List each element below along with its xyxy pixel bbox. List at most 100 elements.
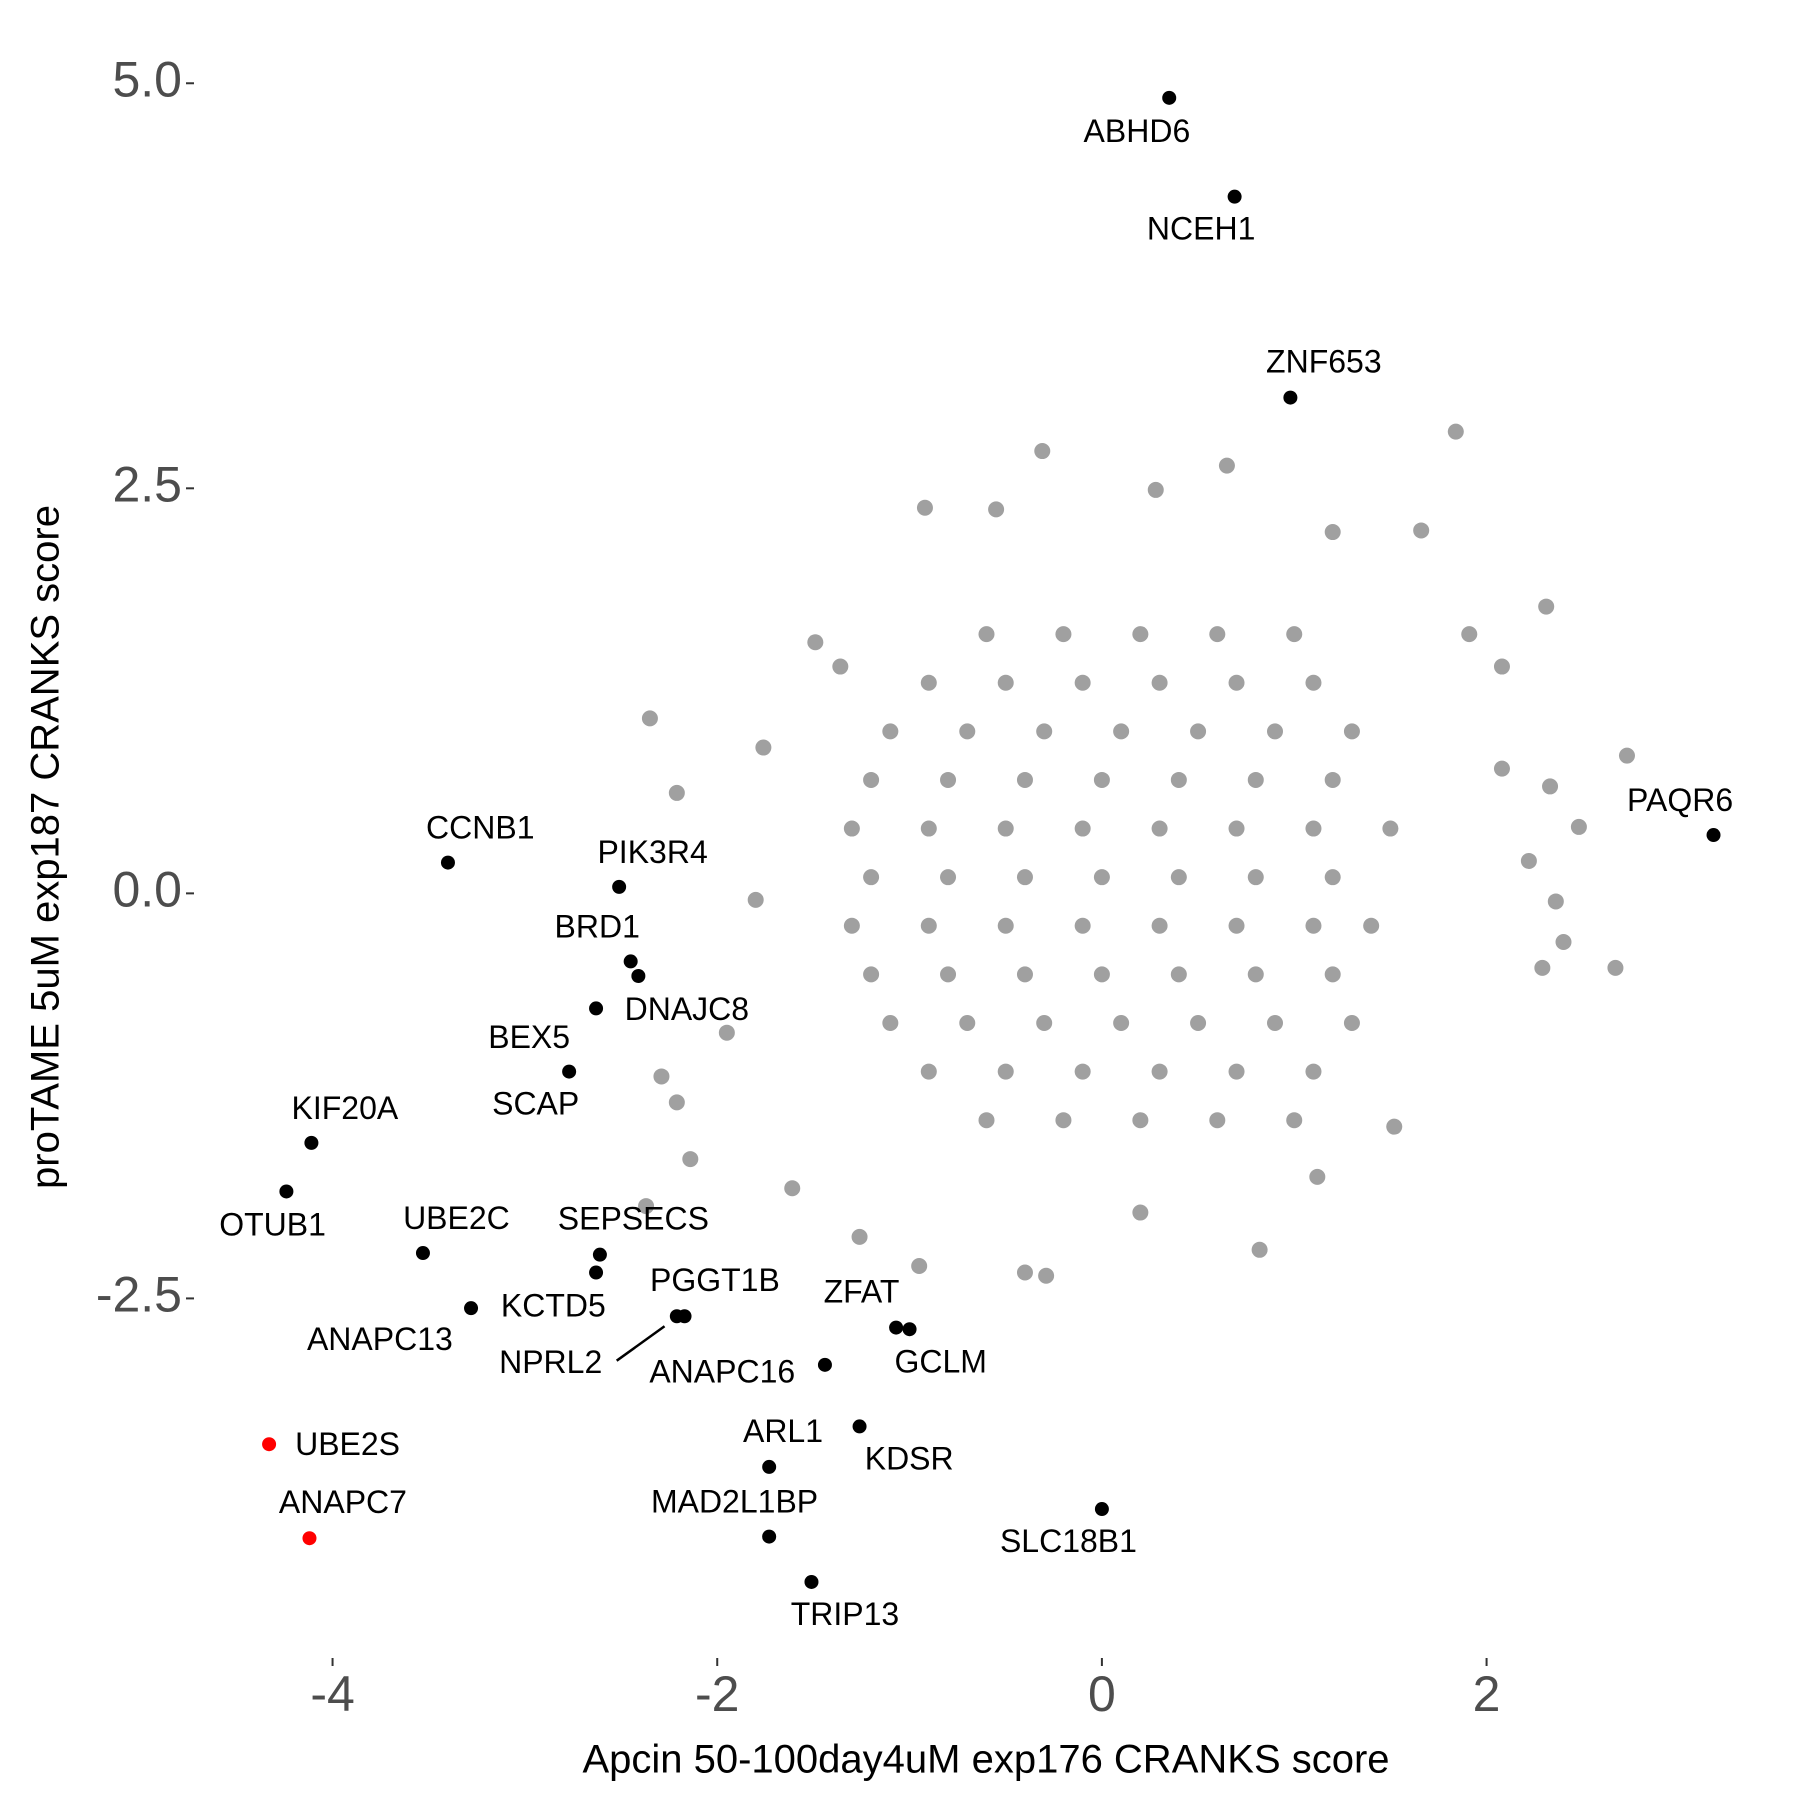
point: [718, 1024, 735, 1041]
point: [882, 723, 899, 740]
point: [997, 1063, 1014, 1080]
point: [682, 1151, 699, 1168]
point-label: SCAP: [492, 1086, 579, 1122]
labeled-point: [1283, 390, 1298, 405]
x-tick-label: -2: [695, 1666, 739, 1722]
point-label: TRIP13: [791, 1596, 899, 1632]
point: [1209, 626, 1226, 643]
point: [911, 1258, 928, 1275]
point-label: PGGT1B: [650, 1262, 780, 1298]
point: [1251, 1241, 1268, 1258]
y-tick-label: 2.5: [112, 457, 182, 513]
point: [1542, 778, 1559, 795]
point: [653, 1068, 670, 1085]
point-label: GCLM: [894, 1343, 986, 1379]
point-label: ANAPC7: [279, 1484, 407, 1520]
y-axis-title: proTAME 5uM exp187 CRANKS score: [24, 505, 68, 1189]
point: [1170, 966, 1187, 983]
point-label: NPRL2: [499, 1344, 602, 1380]
point: [1036, 1014, 1053, 1031]
point: [1209, 1112, 1226, 1129]
point: [1309, 1168, 1326, 1185]
point: [1016, 771, 1033, 788]
point: [1324, 966, 1341, 983]
point: [1618, 747, 1635, 764]
point: [1093, 771, 1110, 788]
point: [1343, 1014, 1360, 1031]
y-tick-label: -2.5: [96, 1267, 182, 1323]
point: [1324, 771, 1341, 788]
point-label: KDSR: [865, 1440, 954, 1476]
point: [638, 1198, 655, 1215]
point-label: PIK3R4: [597, 834, 707, 870]
point-label: BRD1: [555, 909, 640, 945]
point: [1055, 1112, 1072, 1129]
point: [1074, 917, 1091, 934]
labeled-point: [817, 1357, 832, 1372]
labeled-point: [464, 1301, 479, 1316]
point-label: ZNF653: [1266, 344, 1382, 380]
label-connector: [615, 1325, 666, 1362]
labeled-point: [1162, 90, 1177, 105]
point: [1151, 820, 1168, 837]
labeled-point: [1227, 189, 1242, 204]
point: [1324, 524, 1341, 541]
point: [997, 820, 1014, 837]
point: [1016, 1264, 1033, 1281]
point-label: ARL1: [743, 1413, 823, 1449]
point: [1267, 723, 1284, 740]
point: [882, 1014, 899, 1031]
point: [1520, 852, 1537, 869]
labeled-point: [415, 1246, 430, 1261]
point: [832, 658, 849, 675]
point: [1132, 1204, 1149, 1221]
point: [920, 1063, 937, 1080]
point-label: ANAPC16: [649, 1354, 795, 1390]
point: [641, 710, 658, 727]
point: [1038, 1267, 1055, 1284]
point: [978, 1112, 995, 1129]
point: [1305, 1063, 1322, 1080]
point: [1016, 966, 1033, 983]
point: [1093, 966, 1110, 983]
point: [1461, 626, 1478, 643]
point: [940, 966, 957, 983]
point: [1570, 818, 1587, 835]
point-label: CCNB1: [426, 810, 534, 846]
labeled-point: [612, 879, 627, 894]
labeled-point: [440, 855, 455, 870]
point: [1190, 1014, 1207, 1031]
point-label: ZFAT: [824, 1274, 900, 1310]
point: [997, 917, 1014, 934]
point: [1493, 658, 1510, 675]
point: [1305, 820, 1322, 837]
labeled-point: [302, 1531, 317, 1546]
labeled-point: [1094, 1502, 1109, 1517]
point-label: ANAPC13: [307, 1321, 453, 1357]
point-label: UBE2C: [403, 1200, 510, 1236]
point: [1170, 869, 1187, 886]
labeled-point: [852, 1419, 867, 1434]
labeled-point: [631, 968, 646, 983]
point: [1447, 423, 1464, 440]
labeled-point: [304, 1135, 319, 1150]
point: [997, 674, 1014, 691]
point: [920, 674, 937, 691]
point: [1305, 917, 1322, 934]
point: [1324, 869, 1341, 886]
point-label: SLC18B1: [1000, 1523, 1137, 1559]
point: [668, 1094, 685, 1111]
point: [920, 917, 937, 934]
point: [1170, 771, 1187, 788]
point: [863, 966, 880, 983]
x-tick-label: 2: [1473, 1666, 1501, 1722]
point: [1228, 674, 1245, 691]
point: [1382, 820, 1399, 837]
point-label: OTUB1: [219, 1207, 326, 1243]
point: [1218, 457, 1235, 474]
point: [959, 723, 976, 740]
point: [1074, 1063, 1091, 1080]
labeled-point: [262, 1437, 277, 1452]
point: [1555, 933, 1572, 950]
